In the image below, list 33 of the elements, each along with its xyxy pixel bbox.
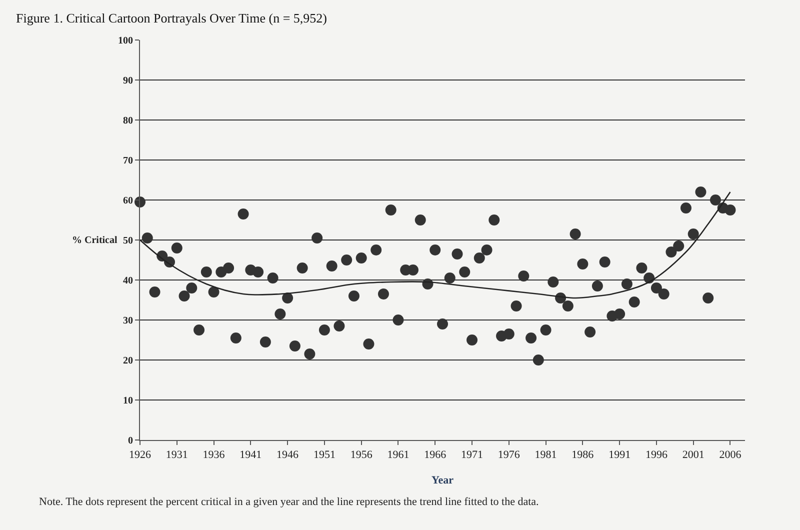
- y-tick-label: 80: [123, 116, 133, 126]
- x-tick-label: 1946: [276, 449, 300, 462]
- x-tick-label: 1996: [645, 449, 668, 462]
- y-tick-label: 20: [123, 356, 133, 366]
- x-tick-label: 1971: [461, 449, 484, 462]
- y-tick-label: 90: [123, 76, 133, 86]
- line-series: [140, 191, 731, 299]
- y-tick-label: 0: [128, 436, 133, 446]
- x-tick-label: 1976: [498, 449, 520, 462]
- y-tick-label: 10: [123, 396, 133, 406]
- x-tick-label: 1986: [572, 449, 594, 462]
- y-tick-label: 70: [123, 156, 133, 166]
- x-tick-label: 1966: [424, 449, 447, 462]
- x-tick-label: 1961: [387, 449, 410, 462]
- y-tick-label: 50: [123, 236, 133, 246]
- x-tick-label: 1936: [202, 449, 226, 462]
- x-tick-label: 1926: [129, 449, 152, 462]
- y-axis-title: % Critical: [72, 235, 118, 246]
- y-tick-label: 100: [118, 36, 133, 46]
- text: Note. The dots represent the percent critical in a given year and the line represents the trend line fitted to the data.: [39, 496, 540, 508]
- x-tick-label: 1981: [534, 449, 557, 462]
- y-tick-label: 40: [123, 276, 133, 286]
- chart-title: Figure 1. Critical Cartoon Portrayals Over Time (n = 5,952): [16, 10, 327, 26]
- x-tick-label: 2006: [719, 449, 742, 462]
- x-tick-label: 1941: [240, 449, 262, 462]
- y-tick-label: 30: [123, 316, 133, 326]
- x-tick-label: 1931: [166, 449, 188, 462]
- x-tick-label: 1991: [608, 449, 631, 462]
- y-tick-label: 60: [123, 196, 133, 206]
- x-tick-label: 2001: [682, 449, 704, 462]
- x-tick-label: 1956: [350, 449, 373, 462]
- x-tick-label: 1951: [313, 449, 336, 462]
- x-axis-title: Year: [432, 474, 454, 486]
